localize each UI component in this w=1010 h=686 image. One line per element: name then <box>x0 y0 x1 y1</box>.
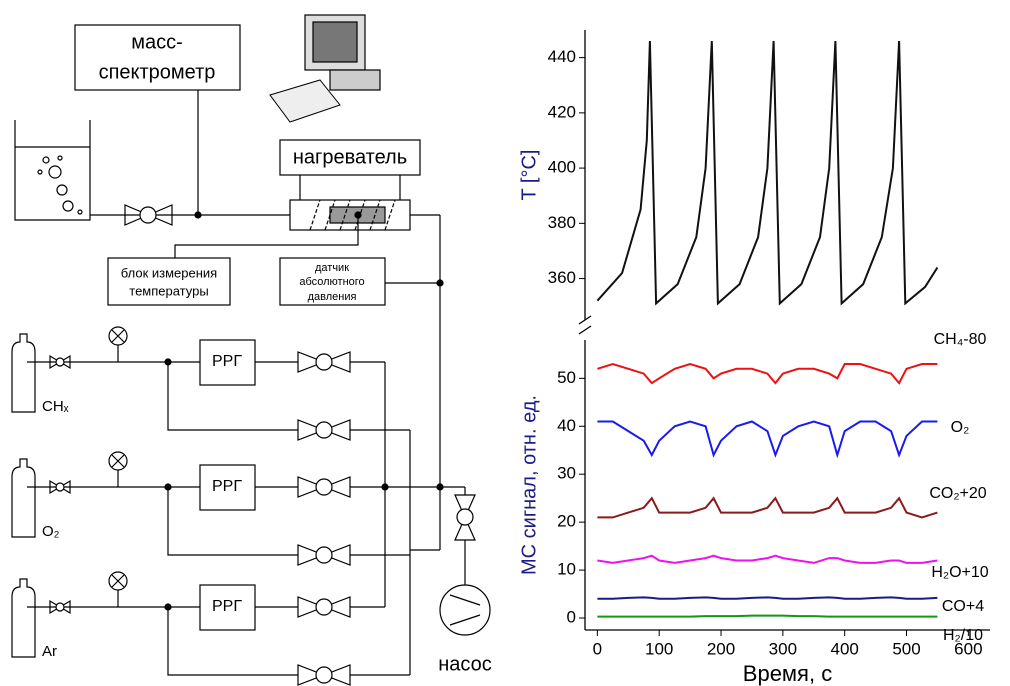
label: спектрометр <box>99 61 216 83</box>
series-line <box>597 614 938 618</box>
label: нагреватель <box>293 146 407 168</box>
y-tick-label: 40 <box>557 416 576 435</box>
y-tick-label: 360 <box>548 268 576 287</box>
series-line <box>597 420 938 459</box>
series-line <box>596 40 939 306</box>
cylinder <box>11 333 36 413</box>
y-axis-label: МС сигнал, отн. ед. <box>518 395 540 575</box>
gas-lines: CHₓ РРГ O₂ РРГ Ar РРГ <box>11 326 410 686</box>
x-tick-label: 200 <box>707 639 735 658</box>
controller-label: РРГ <box>212 478 242 495</box>
y-tick-label: 420 <box>548 102 576 121</box>
gauge-x <box>111 329 125 343</box>
cylinder <box>11 578 36 658</box>
pump <box>439 584 491 636</box>
label: датчик <box>315 262 349 274</box>
pipe <box>167 607 410 676</box>
chart: 360 380 400 420 440 T [°C] 0 10 20 30 40 50 МС сигна… <box>518 30 990 686</box>
setup-diagram: масс- спектрометр нагреватель блок измер… <box>14 14 492 675</box>
x-tick-label: 0 <box>593 639 602 658</box>
valve-core <box>55 482 65 492</box>
y-tick-label: 50 <box>557 368 576 387</box>
series-label: CH₄-80 <box>934 331 987 348</box>
pipe <box>167 487 410 556</box>
box <box>107 257 231 306</box>
x-tick-label: 400 <box>831 639 859 658</box>
series-label: O₂ <box>951 419 970 436</box>
valve-core <box>315 478 333 496</box>
computer-icon <box>269 14 381 123</box>
series-line <box>597 596 938 600</box>
valve-core <box>315 421 333 439</box>
y-tick-label: 400 <box>548 158 576 177</box>
label: абсолютного <box>299 276 364 288</box>
x-tick-label: 600 <box>954 639 982 658</box>
series-label: CO₂+20 <box>929 485 986 502</box>
series-label: H₂/10 <box>943 627 983 644</box>
label: насос <box>438 653 492 675</box>
series-line <box>597 362 938 385</box>
beaker <box>14 120 91 221</box>
gas-label: Ar <box>42 643 57 660</box>
x-tick-label: 100 <box>645 639 673 658</box>
x-tick-label: 500 <box>892 639 920 658</box>
box <box>279 139 421 176</box>
y-tick-label: 10 <box>557 560 576 579</box>
label: температуры <box>129 283 208 298</box>
y-tick-label: 0 <box>567 608 576 627</box>
valve-core <box>315 598 333 616</box>
controller-label: РРГ <box>212 353 242 370</box>
gas-label: O₂ <box>42 523 60 540</box>
label: масс- <box>131 31 183 53</box>
series-line <box>597 554 938 564</box>
valve-core <box>55 602 65 612</box>
controller-label: РРГ <box>212 598 242 615</box>
box <box>74 24 241 91</box>
x-tick-label: 300 <box>769 639 797 658</box>
valve-core <box>315 546 333 564</box>
box <box>279 257 386 306</box>
label: давления <box>308 291 357 303</box>
valve-core <box>315 666 333 684</box>
series-label: H₂O+10 <box>931 564 988 581</box>
y-tick-label: 440 <box>548 47 576 66</box>
valve-core <box>55 357 65 367</box>
gas-label: CHₓ <box>42 398 69 415</box>
y-tick-label: 30 <box>557 464 576 483</box>
series-line <box>597 496 938 519</box>
series-label: CO+4 <box>942 598 984 615</box>
label: блок измерения <box>121 265 217 280</box>
valve <box>124 204 173 226</box>
y-tick-label: 380 <box>548 213 576 232</box>
cylinder <box>11 458 36 538</box>
x-axis-label: Время, с <box>743 661 832 686</box>
gauge-x <box>111 454 125 468</box>
y-tick-label: 20 <box>557 512 576 531</box>
y-axis-label: T [°C] <box>518 150 540 201</box>
valve-core <box>315 353 333 371</box>
gauge-x <box>111 574 125 588</box>
pipe <box>167 362 410 431</box>
axis-break <box>578 315 592 335</box>
